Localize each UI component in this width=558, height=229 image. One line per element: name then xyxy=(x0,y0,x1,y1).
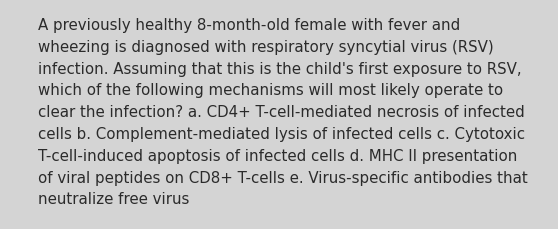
Text: clear the infection? a. CD4+ T-cell-mediated necrosis of infected: clear the infection? a. CD4+ T-cell-medi… xyxy=(38,105,525,120)
Text: wheezing is diagnosed with respiratory syncytial virus (RSV): wheezing is diagnosed with respiratory s… xyxy=(38,40,494,55)
Text: of viral peptides on CD8+ T-cells e. Virus-specific antibodies that: of viral peptides on CD8+ T-cells e. Vir… xyxy=(38,170,528,185)
Text: infection. Assuming that this is the child's first exposure to RSV,: infection. Assuming that this is the chi… xyxy=(38,61,522,76)
Text: T-cell-induced apoptosis of infected cells d. MHC II presentation: T-cell-induced apoptosis of infected cel… xyxy=(38,148,517,163)
Text: neutralize free virus: neutralize free virus xyxy=(38,192,189,207)
Text: cells b. Complement-mediated lysis of infected cells c. Cytotoxic: cells b. Complement-mediated lysis of in… xyxy=(38,126,525,141)
Text: A previously healthy 8-month-old female with fever and: A previously healthy 8-month-old female … xyxy=(38,18,460,33)
Text: which of the following mechanisms will most likely operate to: which of the following mechanisms will m… xyxy=(38,83,503,98)
